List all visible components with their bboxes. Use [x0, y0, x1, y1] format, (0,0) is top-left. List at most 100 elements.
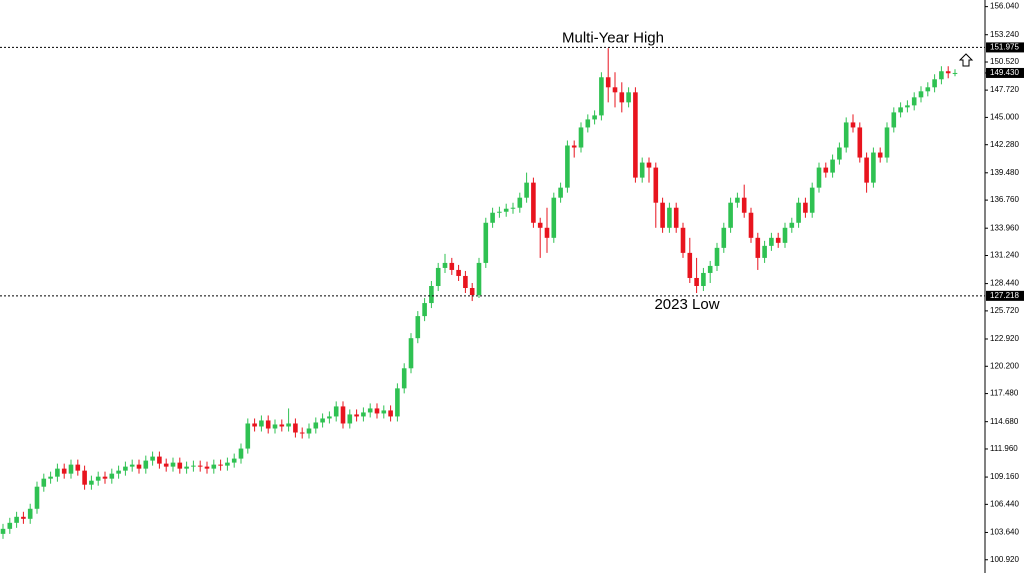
candle-body [748, 212, 754, 238]
candle-body [170, 462, 176, 467]
candle-body [143, 460, 149, 469]
candle-body [463, 275, 468, 289]
candle-body [871, 152, 876, 183]
candle-body [877, 152, 883, 158]
candle-body [361, 412, 366, 417]
level-price-label: 151.975 [990, 43, 1019, 52]
candle-body [721, 227, 727, 248]
candle-body [510, 207, 516, 209]
candle-body [789, 222, 795, 228]
candle-body [293, 423, 298, 433]
candle-body [599, 77, 604, 116]
candle-body [102, 476, 108, 479]
candle-body [109, 473, 115, 479]
candle-body [503, 208, 509, 212]
candle-body [136, 464, 142, 469]
candle-body [313, 422, 319, 429]
candle-body [925, 87, 931, 92]
candle-body [354, 414, 359, 417]
candle-body [932, 79, 937, 88]
y-tick-label: 147.720 [990, 85, 1019, 94]
candle-body [367, 408, 373, 413]
last-price-label: 149.430 [990, 68, 1019, 77]
candle-body [775, 237, 781, 243]
level-annotation: Multi-Year High [562, 29, 664, 46]
y-tick-label: 114.680 [990, 417, 1019, 426]
candle-body [252, 423, 257, 427]
candle-body [769, 237, 774, 246]
candle-body [435, 267, 441, 286]
candle-body [483, 222, 489, 263]
candle-body [884, 127, 890, 158]
candle-body [0, 528, 6, 534]
y-tick-label: 131.240 [990, 251, 1019, 260]
candle-body [265, 420, 271, 429]
candle-body [123, 466, 128, 471]
candle-body [401, 368, 407, 389]
candle-body [667, 207, 672, 228]
y-tick-label: 125.720 [990, 306, 1019, 315]
candle-body [939, 71, 944, 80]
candle-body [218, 464, 223, 466]
candle-body [116, 470, 121, 474]
candle-body [150, 456, 155, 461]
candle-body [898, 107, 903, 113]
candle-body [605, 77, 611, 88]
level-price-box [986, 42, 1024, 53]
candle-body [374, 408, 380, 414]
candle-body [490, 212, 495, 223]
candle-body [524, 182, 529, 198]
candle-body [204, 466, 210, 469]
candle-body [184, 466, 189, 469]
y-tick-label: 136.760 [990, 195, 1019, 204]
candle-body [762, 245, 767, 258]
candle-body [429, 285, 434, 304]
candle-body [891, 112, 897, 128]
candle-body [741, 197, 747, 213]
candle-body [809, 187, 815, 213]
candle-body [68, 464, 74, 474]
candle-body [163, 463, 169, 467]
candle-body [211, 464, 217, 469]
candle-body [755, 237, 761, 258]
candle-body [639, 162, 645, 178]
candle-body [701, 272, 706, 286]
candle-body [571, 145, 577, 148]
candle-body [61, 468, 67, 474]
level-price-box [986, 290, 1024, 301]
candle-body [286, 423, 291, 427]
candle-body [680, 227, 686, 253]
candle-body [517, 197, 523, 208]
level-annotation: 2023 Low [654, 296, 719, 313]
candle-body [449, 262, 455, 270]
candle-body [619, 92, 625, 103]
candle-body [442, 262, 448, 268]
candle-body [918, 91, 924, 98]
level-price-label: 127.218 [990, 291, 1019, 300]
candle-body [259, 420, 264, 427]
y-tick-label: 100.920 [990, 555, 1019, 564]
candle-body [238, 448, 244, 459]
last-price-box [986, 67, 1024, 78]
candle-body [945, 71, 951, 74]
candle-body [905, 105, 910, 108]
candle-body [191, 465, 196, 467]
candle-body [707, 265, 713, 273]
candle-body [653, 167, 659, 203]
candle-body [225, 462, 230, 466]
candle-body [469, 288, 475, 296]
candle-body [75, 464, 81, 471]
candle-body [340, 406, 346, 424]
y-tick-label: 156.040 [990, 2, 1019, 11]
candle-body [55, 468, 60, 477]
candle-body [197, 465, 203, 467]
candle-body [177, 462, 183, 469]
candle-body [27, 508, 33, 519]
candle-body [388, 410, 393, 417]
candle-body [89, 480, 94, 485]
candle-body [157, 456, 162, 464]
candle-body [782, 227, 788, 243]
candle-body [714, 247, 720, 266]
candle-body [21, 516, 26, 519]
